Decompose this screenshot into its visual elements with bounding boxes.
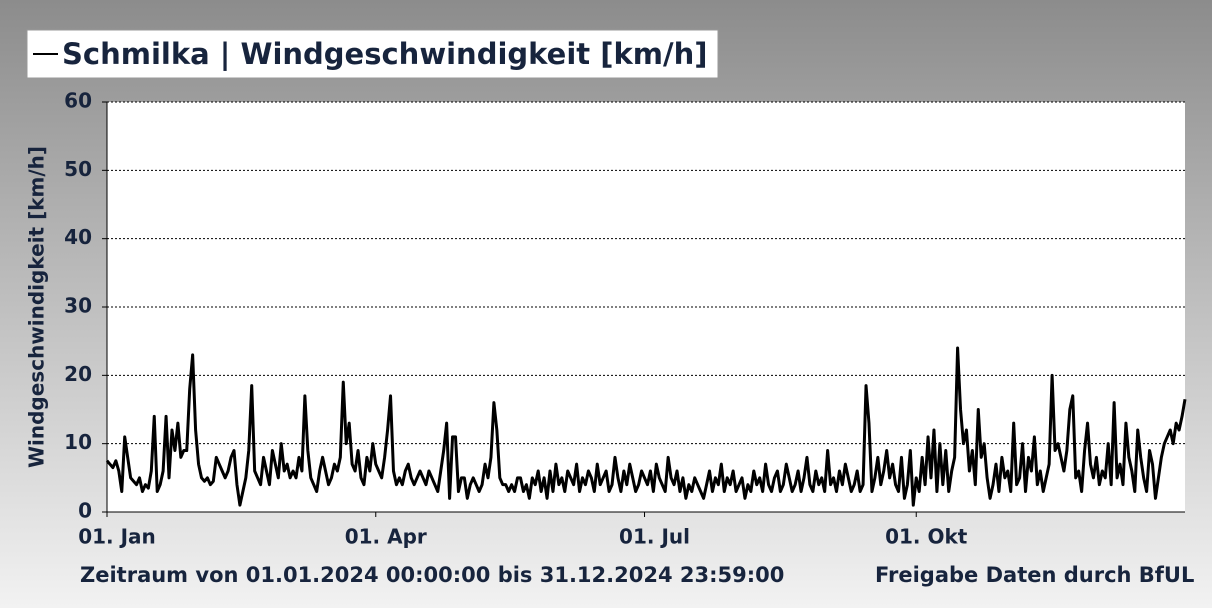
y-tick-label: 20 (64, 362, 92, 386)
y-tick-label: 0 (78, 499, 92, 523)
x-tick-label: 01. Okt (885, 525, 968, 549)
y-tick-label: 60 (64, 89, 92, 113)
x-tick-label: 01. Jul (619, 525, 690, 549)
x-tick-label: 01. Jan (78, 525, 156, 549)
footer-right: Freigabe Daten durch BfUL (875, 563, 1194, 587)
data-line (105, 346, 1187, 507)
y-tick-label: 50 (64, 157, 92, 181)
y-tick-label: 10 (64, 430, 92, 454)
legend-label: Schmilka | Windgeschwindigkeit [km/h] (62, 37, 707, 71)
y-axis-label: Windgeschwindigkeit [km/h] (25, 146, 49, 468)
plot-area (107, 102, 1185, 512)
legend-box (26, 29, 719, 79)
x-tick-label: 01. Apr (345, 525, 427, 549)
footer-left: Zeitraum von 01.01.2024 00:00:00 bis 31.… (80, 563, 784, 587)
y-tick-label: 30 (64, 294, 92, 318)
y-tick-label: 40 (64, 225, 92, 249)
